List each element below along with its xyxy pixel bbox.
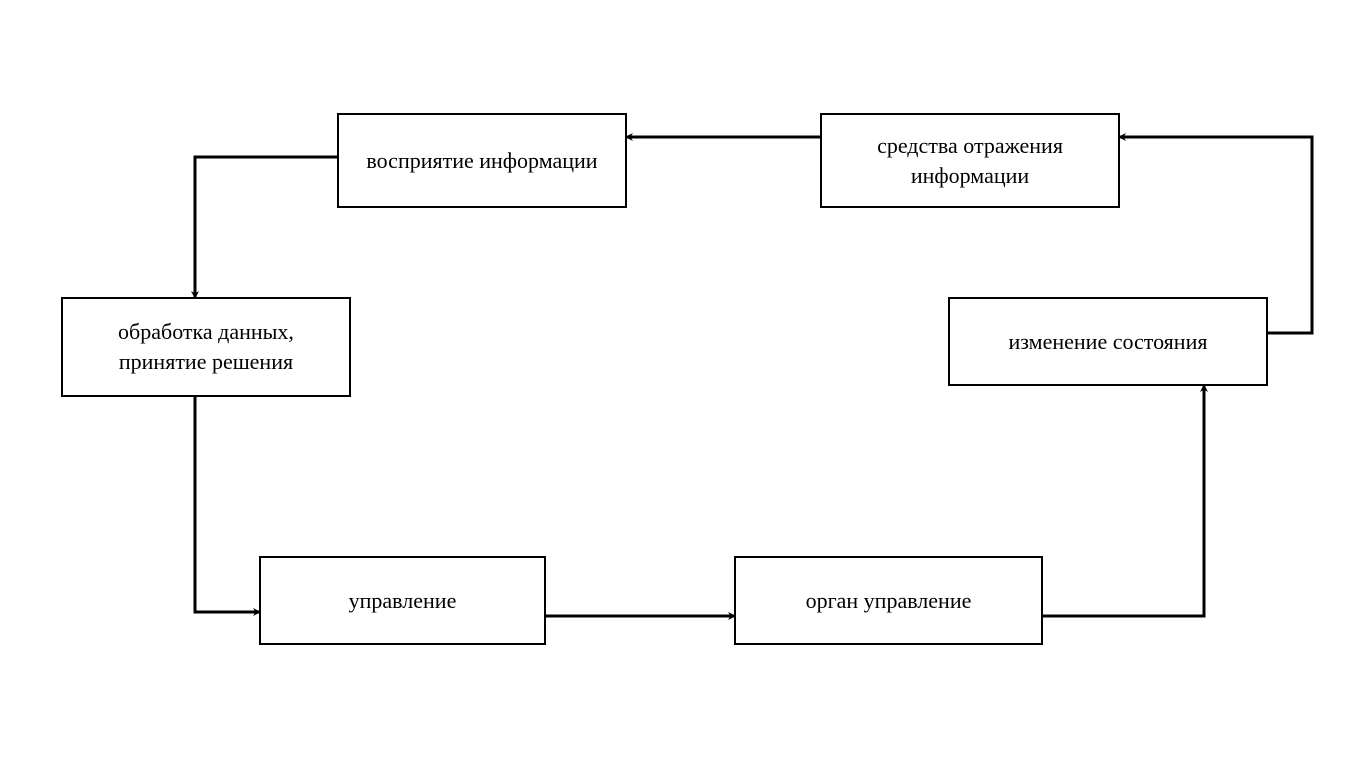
node-label: обработка данных, принятие решения	[77, 317, 335, 376]
edge-perception-to-processing	[195, 157, 337, 297]
node-perception: восприятие информации	[337, 113, 627, 208]
node-control-organ: орган управление	[734, 556, 1043, 645]
edge-control-organ-to-state-change	[1043, 386, 1204, 616]
node-label: восприятие информации	[366, 146, 597, 176]
flowchart-diagram: восприятие информации средства отражения…	[0, 0, 1364, 768]
node-label: изменение состояния	[1009, 327, 1208, 357]
node-control: управление	[259, 556, 546, 645]
node-state-change: изменение состояния	[948, 297, 1268, 386]
node-processing: обработка данных, принятие решения	[61, 297, 351, 397]
node-label: орган управление	[806, 586, 972, 616]
node-label: управление	[349, 586, 457, 616]
node-label: средства отражения информации	[836, 131, 1104, 190]
edge-processing-to-control	[195, 397, 259, 612]
node-reflection-means: средства отражения информации	[820, 113, 1120, 208]
